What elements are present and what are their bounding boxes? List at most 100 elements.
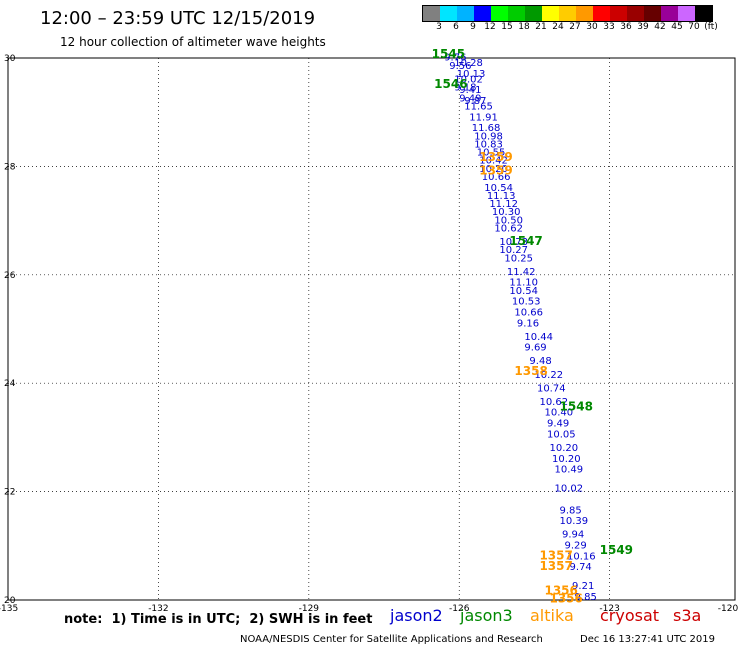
jason2-point-label: 10.74	[537, 383, 566, 394]
color-scale-label: 6	[453, 22, 459, 32]
jason3-point-label: 1548	[560, 399, 593, 413]
jason2-point-label: 10.02	[454, 74, 483, 85]
color-scale-label: 45	[671, 22, 683, 32]
color-swatch	[525, 6, 542, 21]
jason2-point-label: 9.74	[570, 562, 592, 573]
color-scale-label: 42	[654, 22, 666, 32]
color-swatch	[559, 6, 576, 21]
color-scale-label: 9	[470, 22, 476, 32]
altika-point-label: 1358	[514, 364, 547, 378]
y-tick-label: 20	[4, 596, 16, 606]
color-swatch	[610, 6, 627, 21]
jason3-point-label: 1549	[600, 543, 633, 557]
jason2-point-label: 9.85	[575, 592, 597, 603]
jason2-point-label: 10.66	[514, 307, 543, 318]
color-scale-label: 3	[436, 22, 442, 32]
color-scale-label: 21	[535, 22, 547, 32]
jason2-point-label: 9.69	[524, 343, 546, 354]
legend-item-jason2: jason2	[390, 606, 443, 625]
page-subtitle: 12 hour collection of altimeter wave hei…	[60, 35, 326, 49]
x-tick-label: -132	[148, 604, 168, 614]
color-swatch	[661, 6, 678, 21]
jason2-point-label: 10.20	[549, 443, 578, 454]
jason2-point-label: 9.49	[547, 419, 569, 430]
altika-point-label: 1359	[479, 150, 512, 164]
jason2-point-label: 9.29	[565, 541, 587, 552]
jason2-point-label: 9.94	[562, 530, 584, 541]
y-tick-label: 28	[4, 162, 16, 172]
y-tick-label: 30	[4, 54, 16, 64]
jason2-point-label: 11.91	[469, 112, 498, 123]
y-tick-label: 22	[4, 488, 15, 498]
jason2-point-label: 10.83	[474, 139, 503, 150]
jason2-point-label: 10.49	[555, 465, 584, 476]
map-frame	[7, 57, 736, 601]
color-scale-label: 24	[552, 22, 564, 32]
jason2-point-label: 10.13	[457, 69, 486, 80]
jason3-point-label: 1546	[434, 77, 467, 91]
jason2-point-label: 11.13	[487, 191, 516, 202]
jason2-point-label: 9.21	[572, 581, 594, 592]
x-tick-label: -135	[0, 604, 18, 614]
altika-point-label: 1359	[479, 164, 512, 178]
color-swatch	[457, 6, 474, 21]
jason2-point-label: 9.18	[454, 83, 476, 94]
jason2-point-label: 10.55	[477, 148, 506, 159]
jason2-point-label: 10.62	[539, 397, 568, 408]
jason2-point-label: 9.48	[529, 356, 551, 367]
jason2-point-label: 10.27	[499, 245, 528, 256]
jason2-point-label: 10.62	[494, 223, 523, 234]
jason2-point-label: 10.30	[492, 207, 521, 218]
credit-text: NOAA/NESDIS Center for Satellite Applica…	[240, 634, 543, 645]
legend-item-jason3: jason3	[460, 606, 513, 625]
legend-item-altika: altika	[530, 606, 574, 625]
jason2-point-label: 10.40	[544, 408, 573, 419]
jason3-point-label: 1545	[432, 47, 465, 61]
color-swatch	[491, 6, 508, 21]
color-swatch	[576, 6, 593, 21]
jason2-point-label: 10.25	[504, 253, 533, 264]
jason2-point-label: 10.20	[479, 164, 508, 175]
y-tick-label: 24	[4, 379, 16, 389]
jason2-point-label: 11.65	[464, 101, 493, 112]
color-swatch	[627, 6, 644, 21]
jason2-point-label: 9.56	[449, 61, 471, 72]
page-title: 12:00 – 23:59 UTC 12/15/2019	[40, 8, 316, 29]
jason2-point-label: 10.73	[499, 237, 528, 248]
color-swatch	[423, 6, 440, 21]
x-tick-label: -129	[299, 604, 320, 614]
x-tick-label: -120	[718, 604, 739, 614]
color-scale-bar	[422, 5, 713, 22]
jason2-point-label: 10.66	[482, 172, 511, 183]
jason2-point-label: 10.16	[567, 551, 596, 562]
jason2-point-label: 11.42	[507, 267, 536, 278]
jason2-point-label: 10.54	[509, 286, 538, 297]
color-swatch	[474, 6, 491, 21]
jason2-point-label: 10.98	[474, 131, 503, 142]
jason2-point-label: 10.05	[547, 429, 576, 440]
timestamp-text: Dec 16 13:27:41 UTC 2019	[580, 634, 715, 645]
jason2-point-label: 10.20	[552, 454, 581, 465]
color-scale-label: 15	[501, 22, 513, 32]
jason2-point-label: 9.76	[444, 53, 466, 64]
altika-point-label: 1356	[549, 592, 582, 606]
jason2-point-label: 9.85	[560, 505, 582, 516]
jason2-point-label: 10.53	[512, 297, 541, 308]
color-swatch	[508, 6, 525, 21]
color-swatch	[644, 6, 661, 21]
jason2-point-label: 10.54	[484, 183, 513, 194]
color-scale-label: 27	[569, 22, 581, 32]
jason3-point-label: 1547	[509, 234, 542, 248]
x-tick-label: -123	[599, 604, 619, 614]
legend-item-s3a: s3a	[673, 606, 702, 625]
y-tick-label: 26	[4, 271, 16, 281]
color-scale-label: 18	[518, 22, 530, 32]
jason2-point-label: 9.87	[464, 96, 486, 107]
jason2-point-label: 9.49	[459, 93, 481, 104]
color-scale-label: 39	[637, 22, 649, 32]
color-scale-label: 30	[586, 22, 598, 32]
jason2-point-label: 10.50	[494, 215, 523, 226]
color-swatch	[695, 6, 712, 21]
color-scale-label: 70	[688, 22, 700, 32]
